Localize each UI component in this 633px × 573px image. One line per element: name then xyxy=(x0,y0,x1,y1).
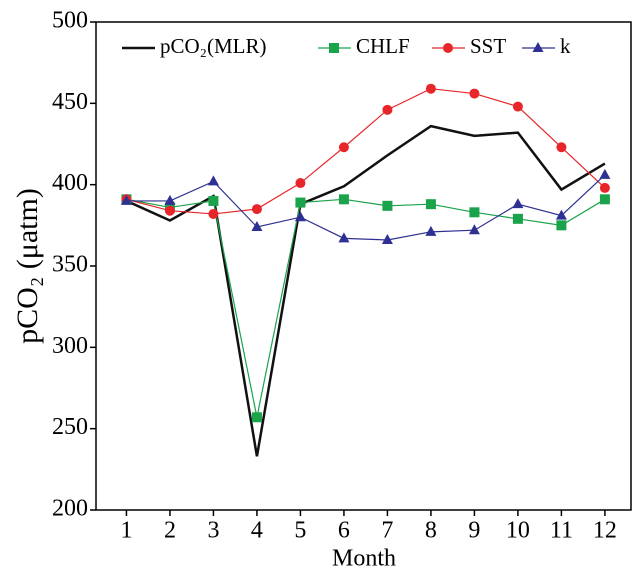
marker xyxy=(599,182,610,193)
y-tick-label: 500 xyxy=(52,8,88,34)
x-tick-label: 1 xyxy=(120,518,132,544)
marker xyxy=(469,88,480,99)
marker xyxy=(512,198,524,209)
y-tick-label: 350 xyxy=(52,252,88,278)
marker xyxy=(295,197,306,208)
marker xyxy=(208,195,219,206)
marker xyxy=(329,43,339,53)
marker xyxy=(164,194,176,205)
x-tick-label: 12 xyxy=(593,518,617,544)
marker xyxy=(294,211,306,222)
marker xyxy=(599,194,610,205)
x-tick-label: 10 xyxy=(506,518,530,544)
marker xyxy=(295,178,306,189)
marker xyxy=(512,101,523,112)
x-tick-label: 6 xyxy=(338,518,350,544)
y-tick-label: 200 xyxy=(52,496,88,522)
marker xyxy=(556,220,567,231)
marker xyxy=(338,232,350,243)
y-tick-label: 400 xyxy=(52,170,88,196)
marker xyxy=(425,83,436,94)
marker xyxy=(251,220,263,231)
marker xyxy=(251,412,262,423)
marker xyxy=(207,175,219,186)
x-tick-label: 3 xyxy=(207,518,219,544)
marker xyxy=(251,204,262,215)
marker xyxy=(469,207,480,218)
marker xyxy=(532,42,544,52)
x-tick-label: 7 xyxy=(381,518,393,544)
marker xyxy=(208,208,219,219)
marker xyxy=(338,142,349,153)
marker xyxy=(382,200,393,211)
x-tick-label: 11 xyxy=(550,518,573,544)
marker xyxy=(120,194,132,205)
marker xyxy=(425,199,436,210)
y-tick-label: 450 xyxy=(52,89,88,115)
x-tick-label: 4 xyxy=(251,518,263,544)
marker xyxy=(338,194,349,205)
plot-frame xyxy=(95,21,632,511)
marker xyxy=(512,213,523,224)
marker xyxy=(599,168,611,179)
legend-label: CHLF xyxy=(356,34,410,58)
x-tick-label: 5 xyxy=(294,518,306,544)
marker xyxy=(468,224,480,235)
legend-label: pCO₂(MLR) xyxy=(160,34,267,58)
marker xyxy=(443,43,453,53)
marker xyxy=(381,233,393,244)
series-line xyxy=(126,88,606,215)
series-line xyxy=(125,124,606,457)
marker xyxy=(555,209,567,220)
y-tick-label: 300 xyxy=(52,333,88,359)
x-tick-label: 2 xyxy=(164,518,176,544)
x-axis-label: Month xyxy=(332,546,396,572)
legend-label: k xyxy=(560,34,571,58)
marker xyxy=(382,104,393,115)
marker xyxy=(425,225,437,236)
y-axis-label: pCO₂ (μatm) xyxy=(11,188,44,344)
legend-label: SST xyxy=(470,34,506,58)
y-tick-label: 250 xyxy=(52,414,88,440)
series-line xyxy=(126,198,606,418)
marker xyxy=(556,142,567,153)
x-tick-label: 9 xyxy=(468,518,480,544)
marker xyxy=(164,205,175,216)
series-line xyxy=(126,174,606,241)
x-tick-label: 8 xyxy=(425,518,437,544)
